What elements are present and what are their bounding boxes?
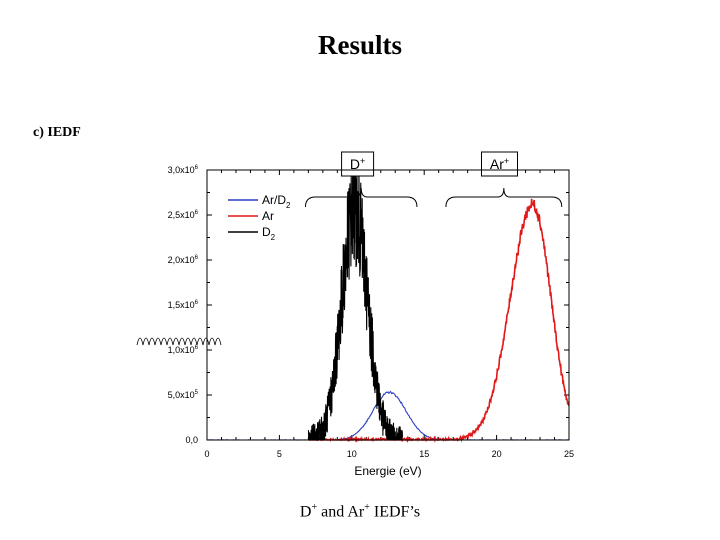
x-tick-label: 20 [492,449,502,459]
y-tick-label: 3,0x106 [168,165,199,175]
annotation-box [341,151,375,177]
x-axis-label: Energie (eV) [354,464,421,478]
legend-label: Ar [262,209,274,223]
caption-d-plus: + [311,502,318,513]
legend-label: D2 [262,225,276,242]
annotation-brace [304,187,418,208]
caption-and: and [321,503,345,521]
caption-d: D [299,503,312,521]
x-tick-label: 0 [204,449,209,459]
plot-frame [206,169,570,441]
y-axis-label-scribble [136,337,222,346]
section-subtitle: c) IEDF [33,125,81,140]
x-tick-label: 25 [564,449,574,459]
slide-title: Results [317,30,402,60]
annotation-brace [445,187,563,208]
series-line [307,169,404,442]
figure-caption: D+ and Ar+ IEDF’s [0,502,720,521]
caption-ar-plus: + [364,502,370,513]
x-axis: 0 5 10 15 20 25 [204,170,574,459]
caption-ar: Ar [347,503,365,521]
legend-label: Ar/D2 [262,193,291,210]
y-tick-label: 2,5x106 [168,210,199,220]
x-tick-label: 10 [347,449,357,459]
y-tick-label: 2,0x106 [168,255,199,265]
caption-end: IEDF’s [373,503,421,521]
y-tick-label: 1,5x106 [168,300,199,310]
peak-annotations: D+ Ar+ [304,151,563,208]
annotation-box [480,151,518,177]
y-tick-label: 5,0x105 [168,390,199,400]
y-tick-label: 0,0 [185,435,198,445]
x-tick-label: 15 [419,449,429,459]
x-tick-label: 5 [277,449,282,459]
y-tick-label: 1,0x106 [168,345,199,355]
